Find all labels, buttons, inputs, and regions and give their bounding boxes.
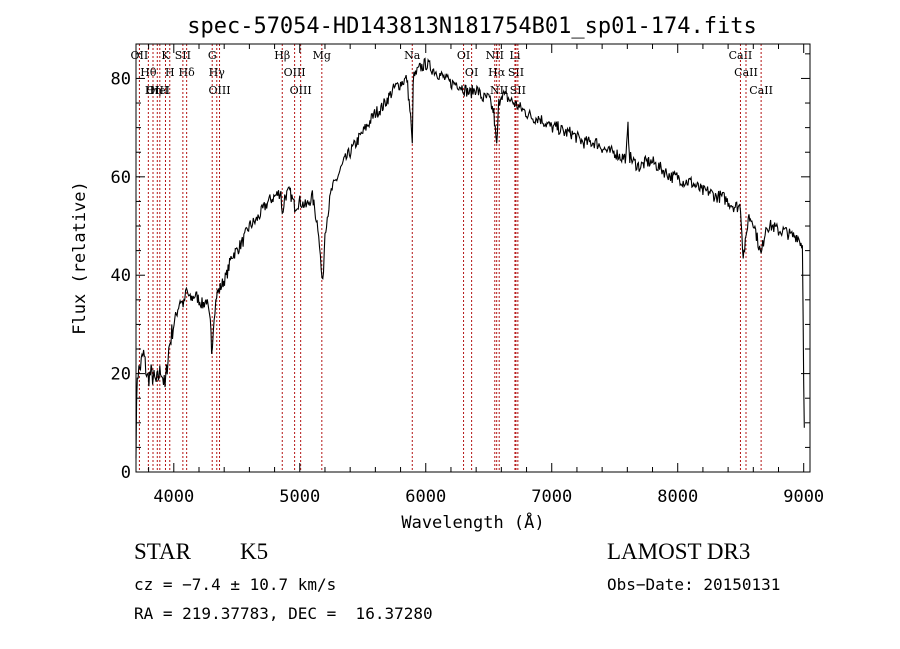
observation-date: Obs−Date: 20150131 (607, 575, 781, 594)
chart-title: spec-57054-HD143813N181754B01_sp01-174.f… (187, 14, 757, 39)
x-tick-label: 9000 (783, 487, 824, 507)
y-axis-label: Flux (relative) (70, 181, 90, 335)
line-marker-label: Hδ (179, 66, 196, 79)
line-marker-label: NII (486, 49, 504, 62)
line-marker-label: Hθ (140, 66, 157, 79)
line-marker-label: H (165, 66, 175, 79)
line-marker-label: CaII (749, 84, 773, 97)
x-tick-label: 6000 (405, 487, 446, 507)
line-marker-label: K (161, 49, 170, 62)
line-marker-label: CaII (729, 49, 753, 62)
line-marker-label: OIII (284, 66, 306, 79)
y-tick-label: 80 (111, 69, 131, 89)
line-marker-label: CaII (734, 66, 758, 79)
line-marker-label: OI (465, 66, 478, 79)
x-tick-label: 5000 (279, 487, 320, 507)
x-axis-label: Wavelength (Å) (401, 511, 544, 533)
survey-name: LAMOST DR3 (607, 539, 751, 564)
line-marker-label: HeI (150, 84, 170, 97)
y-tick-label: 20 (111, 365, 131, 385)
line-marker-label: Hγ (209, 66, 226, 79)
y-tick-label: 60 (111, 168, 131, 188)
line-marker-label: NII (490, 84, 508, 97)
line-marker-label: Hα (488, 66, 506, 79)
line-marker-label: OIII (290, 84, 312, 97)
line-marker-label: Hβ (274, 49, 290, 62)
plot-frame (135, 43, 811, 473)
line-marker-label: SII (508, 66, 524, 79)
line-marker-label: G (208, 49, 217, 62)
line-marker-label: OII (131, 49, 149, 62)
line-marker-label: SII (175, 49, 191, 62)
object-class: STAR (134, 539, 191, 564)
object-subclass: K5 (240, 539, 269, 564)
line-marker-label: Li (510, 49, 521, 62)
line-marker-label: OIII (208, 84, 230, 97)
y-tick-label: 40 (111, 266, 131, 286)
line-marker-label: Mg (313, 49, 331, 62)
x-tick-label: 4000 (153, 487, 194, 507)
line-marker-label: Na (404, 49, 421, 62)
line-marker-label: SII (510, 84, 526, 97)
spectrum-line (135, 57, 805, 459)
line-marker-label: OI (457, 49, 470, 62)
y-tick-label: 0 (121, 463, 131, 483)
coordinates: RA = 219.37783, DEC = 16.37280 (134, 604, 433, 623)
x-tick-label: 8000 (657, 487, 698, 507)
line-marker-label: OIII (146, 84, 168, 97)
x-tick-label: 7000 (531, 487, 572, 507)
redshift-velocity: cz = −7.4 ± 10.7 km/s (134, 575, 337, 594)
